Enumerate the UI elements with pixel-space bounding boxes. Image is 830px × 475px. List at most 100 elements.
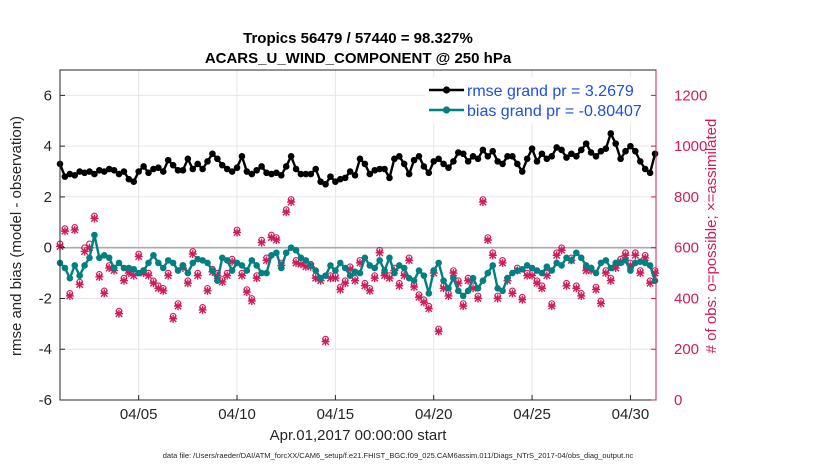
rmse-point bbox=[273, 169, 280, 177]
rmse-point bbox=[282, 163, 290, 170]
rmse-point bbox=[361, 160, 369, 168]
assimilated-obs-marker bbox=[577, 291, 586, 300]
bias-point bbox=[174, 267, 182, 274]
rmse-point bbox=[100, 168, 108, 175]
assimilated-obs-marker bbox=[606, 276, 615, 285]
rmse-point bbox=[410, 156, 418, 164]
rmse-point bbox=[617, 155, 624, 163]
rmse-point bbox=[164, 156, 172, 164]
bias-point bbox=[96, 254, 103, 262]
rmse-point bbox=[120, 168, 128, 175]
rmse-point bbox=[479, 146, 487, 154]
assimilated-obs-marker bbox=[572, 284, 581, 293]
rmse-point bbox=[86, 168, 93, 175]
bias-point bbox=[553, 259, 560, 267]
assimilated-obs-marker bbox=[410, 283, 419, 292]
bias-point bbox=[420, 272, 428, 279]
rmse-point bbox=[351, 172, 359, 179]
assimilated-obs-marker bbox=[100, 289, 109, 298]
right-tick-label: 400 bbox=[674, 290, 699, 307]
bias-point bbox=[336, 259, 344, 267]
bias-point bbox=[346, 272, 354, 279]
bias-point bbox=[199, 257, 206, 264]
rmse-point bbox=[332, 178, 339, 185]
legend-background bbox=[425, 77, 650, 123]
rmse-series bbox=[56, 130, 659, 188]
rmse-point bbox=[543, 155, 551, 163]
left-tick-label: 6 bbox=[44, 87, 52, 104]
assimilated-obs-marker bbox=[80, 247, 89, 256]
rmse-point bbox=[391, 155, 398, 163]
rmse-point bbox=[366, 170, 374, 178]
rmse-point bbox=[518, 168, 526, 175]
bias-point bbox=[371, 264, 379, 272]
rmse-point bbox=[218, 161, 226, 169]
bias-point bbox=[582, 262, 590, 269]
bias-point bbox=[214, 277, 221, 284]
rmse-point bbox=[356, 155, 364, 163]
bias-point bbox=[558, 262, 565, 269]
assimilated-obs-marker bbox=[395, 281, 404, 290]
chart-title: Tropics 56479 / 57440 = 98.327% bbox=[243, 30, 473, 47]
rmse-point bbox=[238, 153, 246, 160]
bias-point bbox=[223, 257, 231, 264]
rmse-point bbox=[509, 153, 516, 160]
bias-point bbox=[322, 272, 329, 279]
assimilated-obs-marker bbox=[459, 302, 468, 311]
rmse-point bbox=[528, 145, 536, 152]
right-axis-ticks: 0 200 400 600 800 1000 1200 bbox=[651, 87, 707, 409]
rmse-point bbox=[376, 165, 383, 173]
bias-point bbox=[238, 262, 246, 269]
rmse-point bbox=[155, 164, 162, 172]
bias-point bbox=[120, 264, 128, 272]
bias-point bbox=[317, 274, 324, 282]
rmse-point bbox=[317, 178, 324, 185]
rmse-point bbox=[607, 130, 615, 137]
bias-point bbox=[410, 277, 418, 284]
bias-point bbox=[159, 264, 167, 272]
rmse-point bbox=[110, 166, 118, 174]
rmse-point bbox=[523, 155, 531, 163]
bias-point bbox=[110, 264, 118, 272]
assimilated-obs-marker bbox=[242, 288, 251, 297]
rmse-point bbox=[450, 158, 457, 165]
rmse-point bbox=[292, 165, 300, 173]
left-tick-label: -2 bbox=[39, 290, 52, 307]
rmse-point bbox=[548, 153, 556, 160]
rmse-point bbox=[464, 158, 472, 165]
bias-point bbox=[405, 274, 413, 282]
assimilated-obs-marker bbox=[144, 271, 153, 280]
assimilated-obs-marker bbox=[70, 225, 79, 234]
assimilated-obs-marker bbox=[75, 280, 84, 289]
assimilated-obs-marker bbox=[434, 327, 443, 336]
rmse-point bbox=[514, 160, 521, 168]
rmse-point bbox=[233, 164, 241, 172]
rmse-point bbox=[592, 153, 600, 160]
legend-label-rmse: rmse grand pr = 3.2679 bbox=[467, 83, 634, 100]
rmse-point bbox=[228, 168, 236, 175]
rmse-point bbox=[253, 166, 260, 174]
bias-point bbox=[366, 262, 374, 269]
bias-point bbox=[164, 257, 172, 264]
bias-point bbox=[455, 287, 462, 295]
bias-point bbox=[218, 254, 226, 262]
rmse-point bbox=[400, 160, 408, 168]
bias-point bbox=[641, 259, 649, 267]
assimilated-obs-marker bbox=[134, 252, 143, 261]
bias-point bbox=[577, 254, 585, 262]
assimilated-obs-marker bbox=[174, 302, 183, 311]
bias-point bbox=[287, 244, 295, 251]
assimilated-obs-marker bbox=[233, 228, 242, 237]
rmse-point bbox=[469, 153, 477, 160]
x-tick-label: 04/25 bbox=[513, 406, 551, 423]
assimilated-obs-marker bbox=[90, 214, 99, 223]
rmse-point bbox=[194, 160, 201, 168]
assimilated-obs-marker bbox=[419, 298, 428, 307]
assimilated-obs-marker bbox=[592, 285, 601, 294]
assimilated-obs-marker bbox=[282, 208, 291, 217]
bias-point bbox=[332, 267, 339, 274]
assimilated-obs-marker bbox=[518, 295, 527, 304]
rmse-point bbox=[632, 147, 639, 155]
bias-point bbox=[646, 262, 654, 269]
assimilated-obs-marker bbox=[493, 294, 502, 303]
